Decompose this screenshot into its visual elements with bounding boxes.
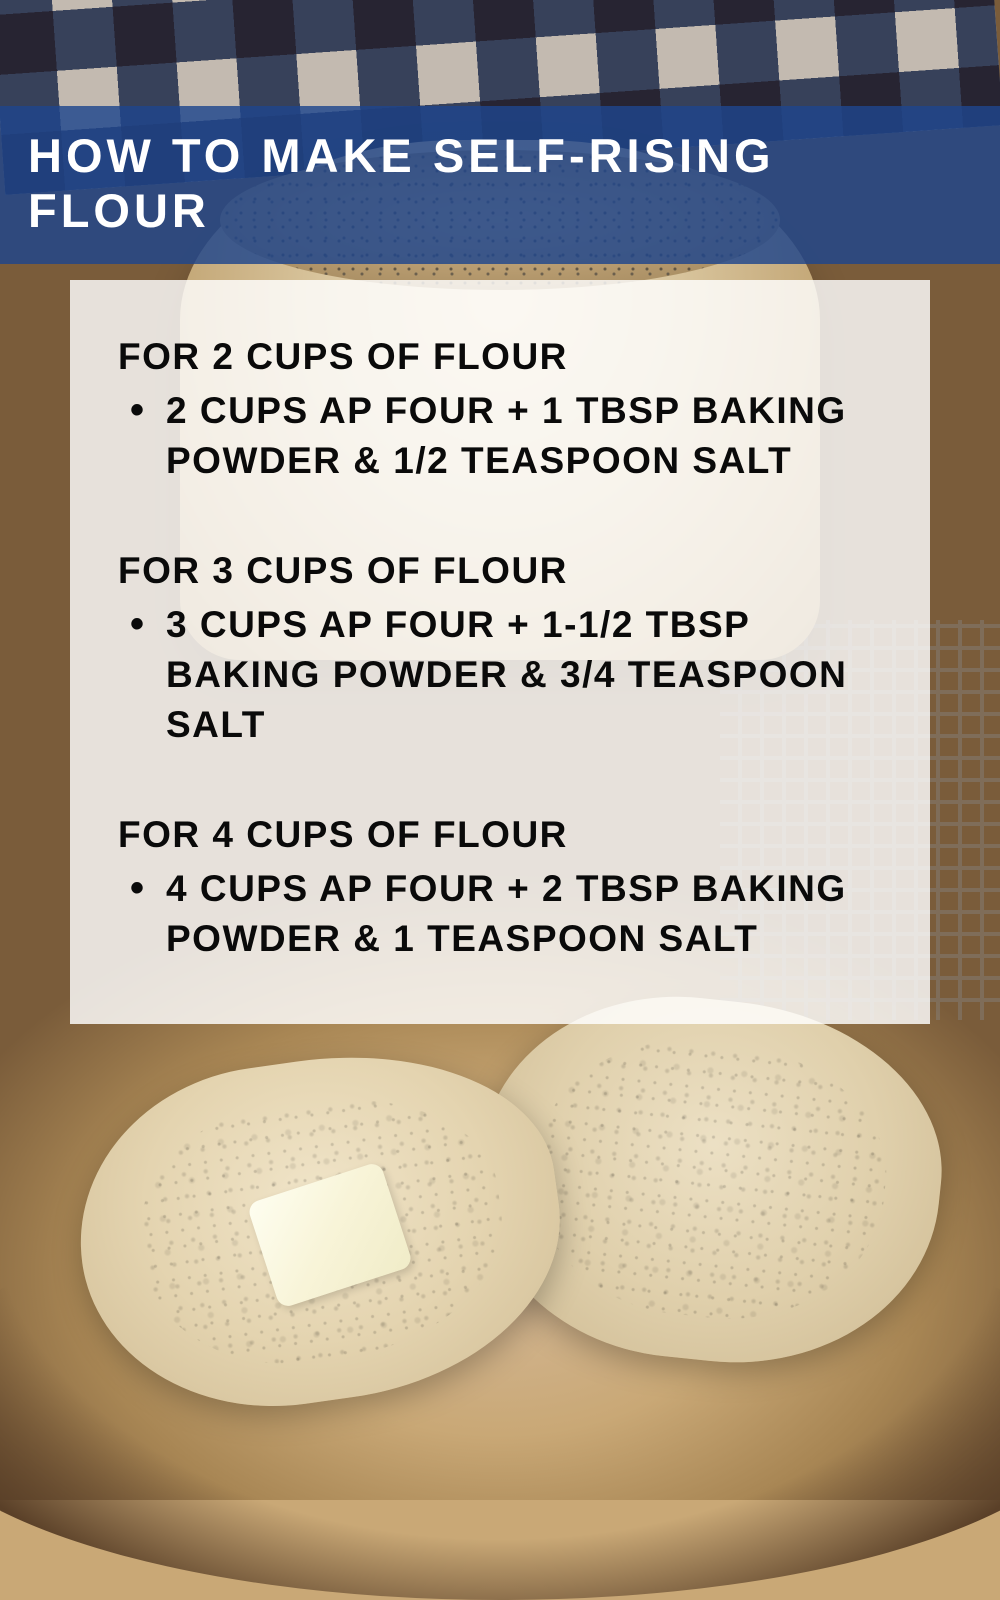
page-title: HOW TO MAKE SELF-RISING FLOUR xyxy=(28,129,775,237)
ingredient-item: 4 CUPS AP FOUR + 2 TBSP BAKING POWDER & … xyxy=(166,864,882,964)
recipe-section: FOR 4 CUPS OF FLOUR 4 CUPS AP FOUR + 2 T… xyxy=(118,814,882,964)
ingredient-item: 3 CUPS AP FOUR + 1-1/2 TBSP BAKING POWDE… xyxy=(166,600,882,750)
ingredient-list: 2 CUPS AP FOUR + 1 TBSP BAKING POWDER & … xyxy=(118,386,882,486)
section-heading: FOR 3 CUPS OF FLOUR xyxy=(118,550,882,592)
recipe-section: FOR 2 CUPS OF FLOUR 2 CUPS AP FOUR + 1 T… xyxy=(118,336,882,486)
recipe-section: FOR 3 CUPS OF FLOUR 3 CUPS AP FOUR + 1-1… xyxy=(118,550,882,750)
wood-stump-edge-decoration xyxy=(0,1200,1000,1600)
ingredient-list: 3 CUPS AP FOUR + 1-1/2 TBSP BAKING POWDE… xyxy=(118,600,882,750)
section-heading: FOR 4 CUPS OF FLOUR xyxy=(118,814,882,856)
ingredient-list: 4 CUPS AP FOUR + 2 TBSP BAKING POWDER & … xyxy=(118,864,882,964)
recipe-card: FOR 2 CUPS OF FLOUR 2 CUPS AP FOUR + 1 T… xyxy=(70,280,930,1024)
title-band: HOW TO MAKE SELF-RISING FLOUR xyxy=(0,106,1000,264)
section-heading: FOR 2 CUPS OF FLOUR xyxy=(118,336,882,378)
ingredient-item: 2 CUPS AP FOUR + 1 TBSP BAKING POWDER & … xyxy=(166,386,882,486)
